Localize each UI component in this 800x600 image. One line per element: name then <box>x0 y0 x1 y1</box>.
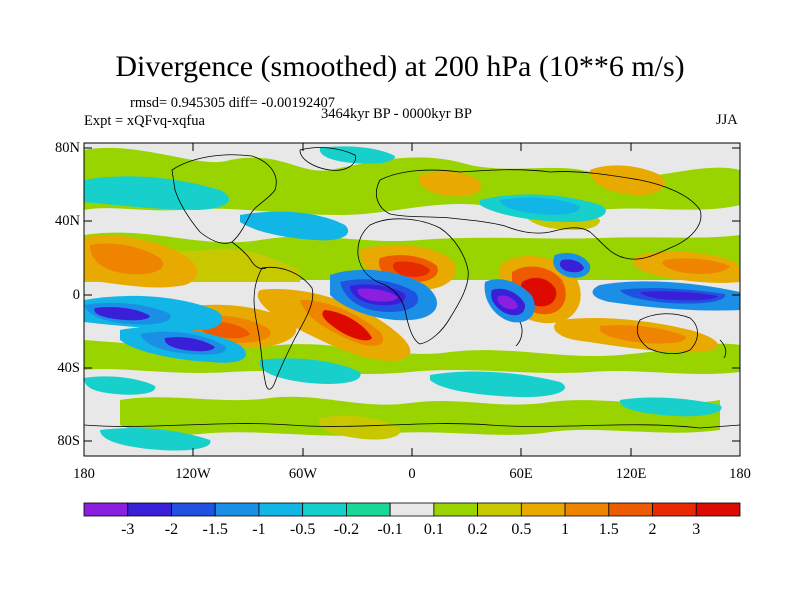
colorbar-tick-label: -3 <box>121 521 134 538</box>
lat-label-40n: 40N <box>55 213 80 229</box>
coastlines <box>84 147 740 429</box>
season-label: JJA <box>716 112 738 128</box>
colorbar-swatch <box>520 502 566 517</box>
field-region <box>240 211 349 241</box>
colorbar-swatch <box>127 502 172 517</box>
field-region <box>430 371 566 398</box>
colorbar-swatch <box>258 502 304 517</box>
colorbar-swatch <box>608 502 653 517</box>
colorbar-swatch <box>389 502 435 517</box>
field-region <box>419 171 481 197</box>
divergence-field <box>84 143 740 456</box>
field-region <box>393 261 430 277</box>
colorbar-tick-label: -0.1 <box>377 521 402 538</box>
lon-label-0: 0 <box>408 466 416 482</box>
map-title: Divergence (smoothed) at 200 hPa (10**6 … <box>115 50 685 83</box>
field-region <box>84 376 156 395</box>
lat-label-eq: 0 <box>72 287 80 303</box>
field-region <box>319 415 401 440</box>
field-region <box>500 197 581 215</box>
colorbar-tick-label: 0.2 <box>468 521 488 538</box>
lon-label-120w: 120W <box>175 466 211 482</box>
field-region <box>164 337 215 352</box>
colorbar-swatch <box>564 502 610 517</box>
field-region <box>640 291 718 301</box>
experiment-label: Expt = xQFvq-xqfua <box>84 113 205 129</box>
field-region <box>559 259 584 273</box>
colorbar-swatch <box>695 502 741 517</box>
lat-label-40s: 40S <box>57 360 80 376</box>
colorbar-swatch <box>433 502 479 517</box>
colorbar-tick-label: 1.5 <box>599 521 619 538</box>
colorbar-swatch <box>171 502 216 517</box>
field-region <box>84 176 230 210</box>
lon-label-120e: 120E <box>615 466 647 482</box>
field-region <box>84 147 740 215</box>
lon-label-180e: 180 <box>729 466 751 482</box>
colorbar-tick-label: -0.2 <box>334 521 359 538</box>
colorbar-tick-label: -0.5 <box>290 521 315 538</box>
axis-ticks <box>84 143 740 456</box>
field-region <box>590 165 665 195</box>
colorbar-tick-label: -1 <box>252 521 265 538</box>
field-region <box>497 295 518 310</box>
lat-label-80n: 80N <box>55 140 80 156</box>
field-region <box>619 397 722 417</box>
colorbar-tick-label: 3 <box>692 521 700 538</box>
colorbar <box>83 502 741 517</box>
field-region <box>357 288 398 302</box>
colorbar-swatch <box>302 502 347 517</box>
colorbar-labels: -3 -2 -1.5 -1 -0.5 -0.2 -0.1 0.1 0.2 0.5 1 1.5 2 3 <box>121 521 700 538</box>
colorbar-tick-label: -1.5 <box>203 521 228 538</box>
colorbar-swatch <box>652 502 697 517</box>
colorbar-swatch <box>214 502 260 517</box>
lat-label-80s: 80S <box>57 433 80 449</box>
field-region <box>84 340 740 374</box>
field-region <box>599 325 686 344</box>
field-region <box>662 258 730 274</box>
colorbar-tick-label: 0.1 <box>424 521 444 538</box>
field-region <box>100 428 211 451</box>
field-region <box>322 310 372 341</box>
field-region <box>94 306 150 321</box>
colorbar-swatch <box>477 502 522 517</box>
period-label: 3464kyr BP - 0000kyr BP <box>321 106 472 122</box>
lon-label-60e: 60E <box>509 466 533 482</box>
rmsd-diff-text: rmsd= 0.945305 diff= -0.00192407 <box>130 95 335 111</box>
colorbar-swatch <box>83 502 129 517</box>
colorbar-tick-label: 1 <box>561 521 569 538</box>
lon-label-180w: 180 <box>73 466 95 482</box>
colorbar-tick-label: 2 <box>649 521 657 538</box>
field-region <box>90 243 164 275</box>
colorbar-tick-label: -2 <box>165 521 178 538</box>
field-region <box>319 146 395 164</box>
lon-label-60w: 60W <box>288 466 318 482</box>
field-region <box>259 358 361 384</box>
colorbar-tick-label: 0.5 <box>511 521 531 538</box>
colorbar-swatch <box>345 502 391 517</box>
